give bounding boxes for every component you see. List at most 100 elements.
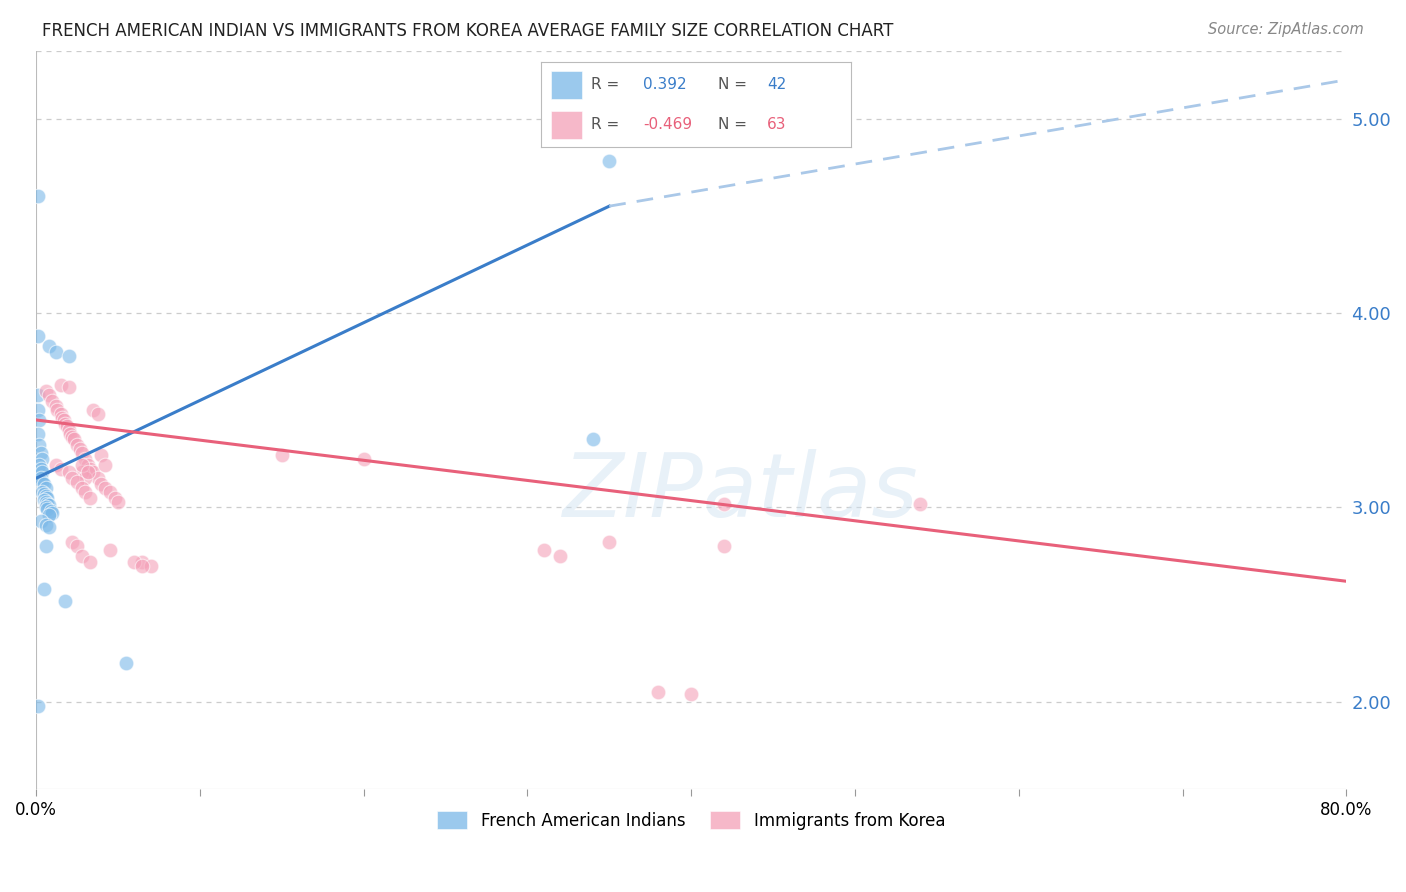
- Point: [598, 154, 620, 169]
- Point: [46, 403, 69, 417]
- Point: [35, 500, 58, 515]
- Point: [37, 502, 59, 516]
- Point: [31, 475, 53, 490]
- Point: [66, 438, 89, 452]
- Point: [82, 403, 104, 417]
- Point: [28, 413, 51, 427]
- Point: [58, 380, 80, 394]
- Point: [30, 461, 52, 475]
- Point: [139, 558, 162, 573]
- Point: [548, 549, 571, 563]
- Point: [70, 481, 93, 495]
- Point: [533, 543, 555, 558]
- Point: [713, 539, 735, 553]
- Point: [60, 471, 83, 485]
- Point: [647, 685, 669, 699]
- Point: [353, 451, 375, 466]
- Text: N =: N =: [717, 78, 751, 93]
- Point: [27, 329, 49, 343]
- Bar: [551, 71, 582, 99]
- Point: [35, 494, 58, 508]
- Point: [49, 378, 72, 392]
- Text: ZIPatlas: ZIPatlas: [562, 449, 918, 535]
- Point: [58, 466, 80, 480]
- Point: [55, 593, 77, 607]
- Point: [90, 448, 112, 462]
- Point: [66, 475, 89, 490]
- Point: [49, 407, 72, 421]
- Point: [30, 446, 52, 460]
- Point: [45, 400, 67, 414]
- Text: R =: R =: [591, 78, 624, 93]
- Point: [79, 491, 101, 505]
- Point: [131, 555, 153, 569]
- Point: [28, 438, 51, 452]
- Text: -0.469: -0.469: [644, 117, 693, 132]
- Point: [79, 461, 101, 475]
- Point: [32, 477, 55, 491]
- Point: [41, 393, 63, 408]
- Point: [62, 433, 84, 447]
- Point: [37, 496, 59, 510]
- Point: [38, 499, 60, 513]
- Point: [115, 656, 138, 670]
- Point: [35, 517, 58, 532]
- Point: [60, 430, 83, 444]
- Point: [598, 535, 620, 549]
- Point: [45, 458, 67, 472]
- Point: [82, 466, 104, 480]
- Point: [75, 484, 97, 499]
- Point: [56, 418, 79, 433]
- Text: N =: N =: [717, 117, 751, 132]
- Point: [31, 466, 53, 480]
- Point: [52, 413, 75, 427]
- Point: [70, 446, 93, 460]
- Legend: French American Indians, Immigrants from Korea: French American Indians, Immigrants from…: [430, 805, 952, 837]
- Point: [27, 426, 49, 441]
- Point: [28, 458, 51, 472]
- Point: [51, 411, 73, 425]
- Point: [27, 189, 49, 203]
- Point: [35, 539, 58, 553]
- Point: [70, 466, 93, 480]
- Point: [77, 458, 100, 472]
- Point: [45, 345, 67, 359]
- Point: [39, 504, 62, 518]
- Point: [59, 426, 82, 441]
- Point: [75, 471, 97, 485]
- Point: [27, 698, 49, 713]
- Point: [32, 492, 55, 507]
- Point: [107, 494, 129, 508]
- Point: [38, 520, 60, 534]
- Point: [58, 349, 80, 363]
- Point: [35, 384, 58, 398]
- Point: [103, 491, 125, 505]
- Point: [66, 539, 89, 553]
- Point: [38, 339, 60, 353]
- Text: Source: ZipAtlas.com: Source: ZipAtlas.com: [1208, 22, 1364, 37]
- Point: [32, 582, 55, 596]
- Text: 42: 42: [768, 78, 786, 93]
- Point: [75, 451, 97, 466]
- Point: [35, 481, 58, 495]
- Point: [31, 484, 53, 499]
- Point: [30, 514, 52, 528]
- Point: [93, 481, 115, 495]
- Point: [270, 448, 292, 462]
- Point: [681, 687, 703, 701]
- Point: [70, 549, 93, 563]
- Point: [910, 496, 932, 510]
- Point: [87, 407, 110, 421]
- Point: [38, 387, 60, 401]
- Point: [41, 506, 63, 520]
- Point: [93, 458, 115, 472]
- Point: [58, 423, 80, 437]
- Point: [35, 489, 58, 503]
- Point: [70, 458, 93, 472]
- Point: [98, 484, 121, 499]
- Point: [32, 487, 55, 501]
- Point: [79, 555, 101, 569]
- Point: [582, 433, 605, 447]
- Point: [27, 387, 49, 401]
- Point: [37, 491, 59, 505]
